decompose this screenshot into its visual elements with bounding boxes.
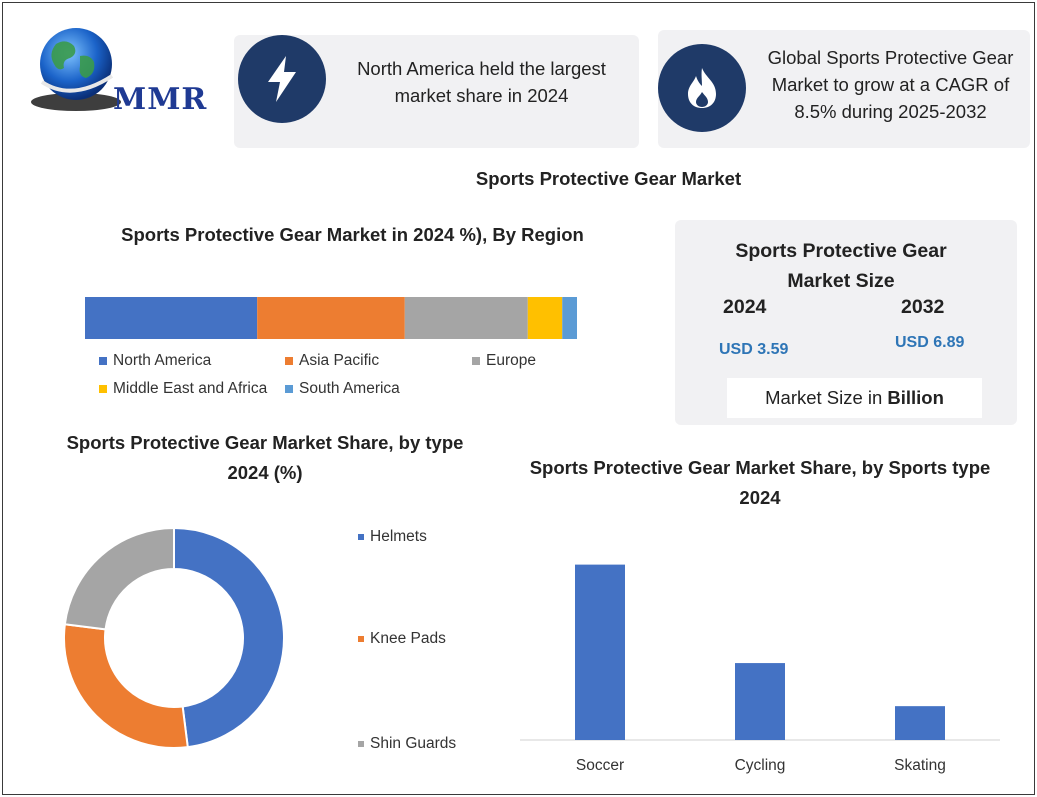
region-segment-europe — [404, 297, 528, 339]
legend-swatch — [358, 636, 364, 642]
year-2024: 2024 — [723, 296, 767, 318]
legend-label: Shin Guards — [370, 735, 457, 752]
insight-card-region: North America held the largest market sh… — [234, 35, 639, 148]
legend-knee-pads: Knee Pads — [358, 630, 446, 648]
bar-soccer — [575, 564, 625, 740]
legend-north-america: North America — [99, 352, 211, 370]
legend-label: South America — [299, 380, 400, 397]
lightning-icon — [238, 35, 326, 123]
x-tick-label: Cycling — [735, 757, 786, 774]
bar-cycling — [735, 663, 785, 740]
legend-middle-east-africa: Middle East and Africa — [99, 380, 267, 398]
market-size-note: Market Size in Billion — [727, 378, 982, 418]
legend-shin-guards: Shin Guards — [358, 735, 456, 753]
region-segment-south-america — [562, 297, 577, 339]
donut-slice-knee-pads — [63, 623, 189, 749]
sports-bar-chart: Soccer Cycling Skating — [520, 564, 1000, 774]
donut-slice-helmets — [173, 526, 285, 749]
legend-swatch — [99, 357, 107, 365]
legend-south-america: South America — [285, 380, 400, 398]
legend-asia-pacific: Asia Pacific — [285, 352, 379, 370]
market-size-note-unit: Billion — [887, 387, 944, 408]
legend-label: Helmets — [370, 528, 427, 545]
globe-icon — [31, 28, 121, 111]
bar-skating — [895, 706, 945, 740]
insight-card-cagr: Global Sports Protective Gear Market to … — [658, 30, 1030, 148]
type-chart-title: Sports Protective Gear Market Share, by … — [66, 432, 464, 483]
legend-label: Asia Pacific — [299, 352, 380, 369]
legend-helmets: Helmets — [358, 528, 427, 546]
x-tick-label: Soccer — [576, 757, 624, 774]
legend-swatch — [358, 534, 364, 540]
market-size-title: Sports Protective Gear Market Size — [735, 240, 947, 292]
value-2032: USD 6.89 — [895, 334, 965, 351]
legend-swatch — [285, 357, 293, 365]
market-size-note-prefix: Market Size in — [765, 387, 883, 408]
sports-chart-title: Sports Protective Gear Market Share, by … — [529, 457, 991, 508]
legend-swatch — [99, 385, 107, 393]
logo-text: MMR — [113, 82, 208, 117]
insight-text-region: North America held the largest market sh… — [357, 58, 606, 106]
value-2024: USD 3.59 — [719, 341, 789, 358]
region-segment-middle-east-and-africa — [527, 297, 563, 339]
legend-swatch — [472, 357, 480, 365]
legend-europe: Europe — [472, 352, 536, 370]
year-2032: 2032 — [901, 296, 945, 318]
legend-swatch — [358, 741, 364, 747]
region-chart-title: Sports Protective Gear Market in 2024 %)… — [121, 224, 584, 245]
region-stacked-bar — [85, 297, 577, 339]
type-donut-chart — [63, 526, 285, 749]
donut-slice-shin-guards — [63, 526, 175, 631]
flame-icon — [658, 44, 746, 132]
legend-label: North America — [113, 352, 212, 369]
main-title: Sports Protective Gear Market — [475, 168, 742, 189]
legend-label: Knee Pads — [370, 630, 446, 647]
legend-swatch — [285, 385, 293, 393]
insight-text-cagr: Global Sports Protective Gear Market to … — [767, 47, 1014, 122]
region-segment-north-america — [85, 297, 258, 339]
market-size-card: Sports Protective Gear Market Size 2024 … — [675, 220, 1017, 425]
mmr-logo: MMR — [18, 24, 218, 124]
legend-label: Middle East and Africa — [113, 380, 268, 397]
x-tick-label: Skating — [894, 757, 946, 774]
region-segment-asia-pacific — [257, 297, 405, 339]
legend-label: Europe — [486, 352, 536, 369]
